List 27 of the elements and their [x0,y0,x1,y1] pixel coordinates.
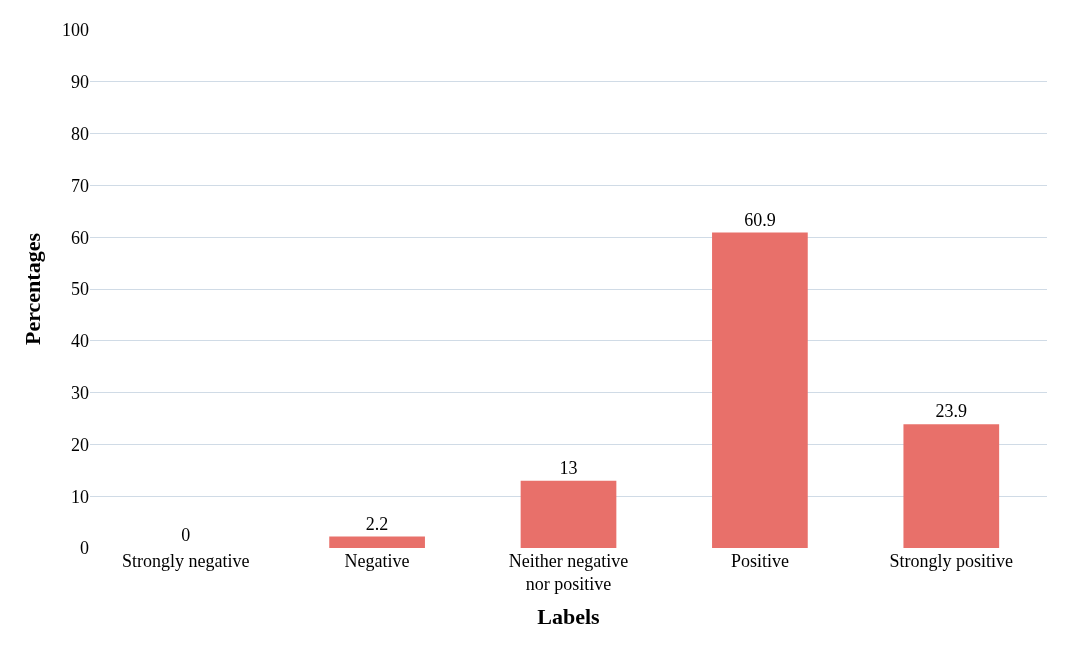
data-label: 13 [559,457,578,478]
x-tick-label: Neither negative nor positive [508,551,629,595]
x-tick-label: Strongly positive [889,551,1014,571]
y-tick-label: 50 [71,279,89,300]
bar [520,480,617,548]
y-tick-label: 40 [71,331,89,352]
y-tick-label: 70 [71,175,89,196]
y-axis-title: Percentages [19,232,45,345]
x-axis-title: Labels [537,604,601,630]
data-label: 0 [181,525,191,545]
data-label: 60.9 [744,209,776,230]
y-tick-label: 10 [71,486,89,507]
y-tick-label: 60 [71,227,89,248]
x-tick-label: Negative [344,551,410,571]
bar [329,536,425,548]
x-tick-label: Positive [730,551,789,571]
y-tick-label: 100 [62,20,89,41]
bar [712,232,808,548]
y-tick-label: 30 [71,382,89,403]
x-tick-label: Strongly negative [121,551,250,571]
y-tick-label: 0 [80,538,89,559]
y-tick-label: 20 [71,434,89,455]
data-label: 23.9 [935,401,968,422]
bar [903,424,1000,548]
y-tick-label: 80 [71,123,89,144]
data-label: 2.2 [365,513,389,534]
y-tick-label: 90 [71,72,89,93]
